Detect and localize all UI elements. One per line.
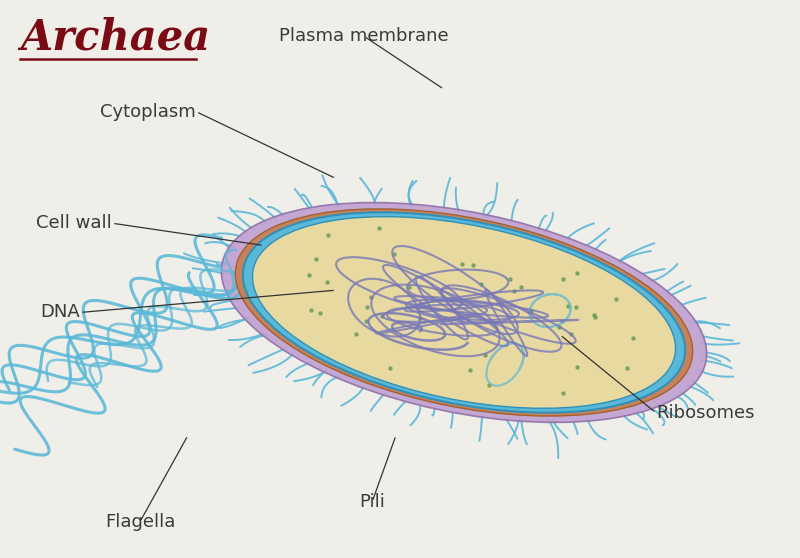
Text: Flagella: Flagella	[105, 513, 175, 531]
Text: Cell wall: Cell wall	[36, 214, 112, 232]
Text: Pili: Pili	[359, 493, 385, 511]
Ellipse shape	[222, 203, 706, 422]
Ellipse shape	[256, 218, 672, 407]
Text: Plasma membrane: Plasma membrane	[279, 27, 449, 45]
Text: Ribosomes: Ribosomes	[656, 404, 754, 422]
Ellipse shape	[253, 217, 675, 408]
Ellipse shape	[243, 212, 685, 413]
Text: Archaea: Archaea	[20, 17, 210, 59]
Ellipse shape	[235, 209, 693, 416]
Text: Cytoplasm: Cytoplasm	[100, 103, 196, 121]
Text: DNA: DNA	[40, 304, 80, 321]
